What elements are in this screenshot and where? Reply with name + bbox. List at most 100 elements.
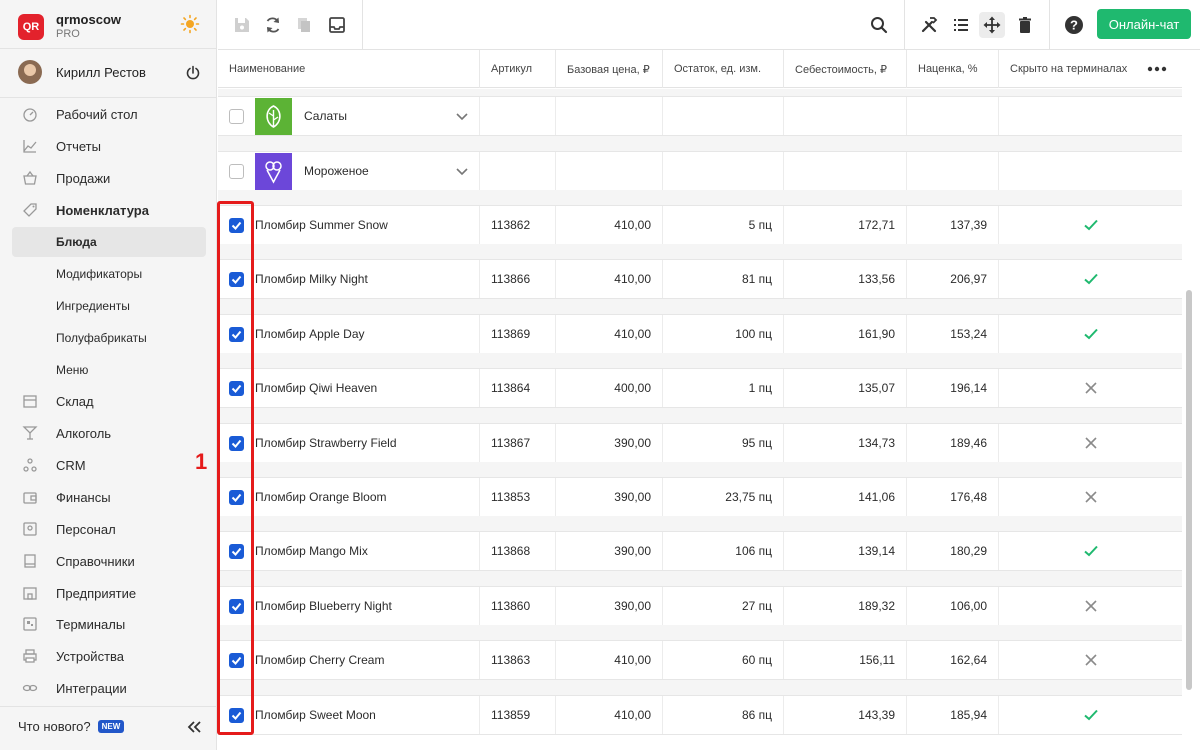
cell-price[interactable]: 410,00 [555, 206, 662, 244]
table-row[interactable]: Пломбир Sweet Moon 113859 410,00 86 пц 143,3… [218, 695, 1182, 735]
table-row[interactable]: Пломбир Strawberry Field 113867 390,00 95 п… [218, 423, 1182, 463]
cell-sku[interactable]: 113862 [479, 206, 555, 244]
collapse-sidebar-icon[interactable] [186, 719, 202, 735]
cell-price[interactable]: 390,00 [555, 478, 662, 516]
cell-price[interactable]: 410,00 [555, 260, 662, 298]
cell-sku[interactable]: 113869 [479, 315, 555, 353]
trash-icon[interactable] [1012, 12, 1038, 38]
cell-stock[interactable]: 86 пц [662, 696, 783, 734]
copy-icon[interactable] [291, 12, 317, 38]
cell-sku[interactable]: 113867 [479, 424, 555, 462]
cell-cost[interactable]: 133,56 [783, 260, 906, 298]
product-name[interactable]: Пломбир Blueberry Night [255, 599, 392, 613]
cell-markup[interactable]: 189,46 [906, 424, 998, 462]
cell-sku[interactable]: 113863 [479, 641, 555, 679]
row-checkbox[interactable] [229, 109, 244, 124]
cell-cost[interactable]: 139,14 [783, 532, 906, 570]
cell-price[interactable]: 390,00 [555, 587, 662, 625]
user-profile[interactable]: Кирилл Рестов [18, 60, 146, 84]
cell-markup[interactable]: 185,94 [906, 696, 998, 734]
product-name[interactable]: Пломбир Orange Bloom [255, 490, 387, 504]
table-row[interactable]: Пломбир Mango Mix 113868 390,00 106 пц 139,1… [218, 531, 1182, 571]
whats-new-link[interactable]: Что нового? NEW [18, 719, 125, 734]
product-name[interactable]: Пломбир Summer Snow [255, 218, 388, 232]
sidebar-item-finance[interactable]: Финансы [12, 482, 206, 512]
list-icon[interactable] [948, 12, 974, 38]
online-chat-button[interactable]: Онлайн-чат [1097, 9, 1191, 39]
cell-stock[interactable]: 60 пц [662, 641, 783, 679]
cell-markup[interactable]: 153,24 [906, 315, 998, 353]
inbox-icon[interactable] [324, 12, 350, 38]
cell-markup[interactable]: 206,97 [906, 260, 998, 298]
cell-markup[interactable]: 180,29 [906, 532, 998, 570]
cell-hidden-on-terminals[interactable] [998, 641, 1182, 679]
row-checkbox[interactable] [229, 272, 244, 287]
cell-stock[interactable]: 95 пц [662, 424, 783, 462]
table-row[interactable]: Пломбир Qiwi Heaven 113864 400,00 1 пц 135,0… [218, 368, 1182, 408]
cell-price[interactable]: 390,00 [555, 532, 662, 570]
row-checkbox[interactable] [229, 164, 244, 179]
chevron-down-icon[interactable] [455, 109, 469, 123]
tools-icon[interactable] [916, 12, 942, 38]
cell-markup[interactable]: 176,48 [906, 478, 998, 516]
save-icon[interactable] [229, 12, 255, 38]
table-row[interactable]: Пломбир Blueberry Night 113860 390,00 27 пц… [218, 586, 1182, 626]
row-checkbox[interactable] [229, 708, 244, 723]
row-checkbox[interactable] [229, 599, 244, 614]
scrollbar-thumb[interactable] [1186, 290, 1192, 690]
sidebar-item-warehouse[interactable]: Склад [12, 386, 206, 416]
row-checkbox[interactable] [229, 327, 244, 342]
row-checkbox[interactable] [229, 490, 244, 505]
row-checkbox[interactable] [229, 381, 244, 396]
table-row[interactable]: Пломбир Summer Snow 113862 410,00 5 пц 172,7… [218, 205, 1182, 245]
cell-sku[interactable]: 113853 [479, 478, 555, 516]
cell-cost[interactable]: 135,07 [783, 369, 906, 407]
sidebar-item-sales[interactable]: Продажи [12, 163, 206, 193]
column-header-cost[interactable]: Себестоимость, ₽ [783, 50, 906, 88]
cell-hidden-on-terminals[interactable] [998, 206, 1182, 244]
sidebar-item-semi-finished[interactable]: Полуфабрикаты [12, 323, 206, 353]
cell-cost[interactable]: 161,90 [783, 315, 906, 353]
cell-stock[interactable]: 5 пц [662, 206, 783, 244]
cell-cost[interactable]: 134,73 [783, 424, 906, 462]
sidebar-item-nomenclature[interactable]: Номенклатура [12, 195, 206, 225]
sun-icon[interactable] [180, 14, 200, 34]
cell-cost[interactable]: 156,11 [783, 641, 906, 679]
row-checkbox[interactable] [229, 653, 244, 668]
sidebar-item-crm[interactable]: CRM [12, 450, 206, 480]
cell-markup[interactable]: 162,64 [906, 641, 998, 679]
table-row[interactable]: Пломбир Orange Bloom 113853 390,00 23,75 пц… [218, 477, 1182, 517]
sidebar-item-dishes[interactable]: Блюда [12, 227, 206, 257]
cell-sku[interactable]: 113868 [479, 532, 555, 570]
sidebar-item-alcohol[interactable]: Алкоголь [12, 418, 206, 448]
product-name[interactable]: Пломбир Apple Day [255, 327, 365, 341]
cell-stock[interactable]: 100 пц [662, 315, 783, 353]
category-row-salads[interactable]: Салаты [218, 96, 1182, 136]
product-name[interactable]: Пломбир Mango Mix [255, 544, 368, 558]
cell-cost[interactable]: 141,06 [783, 478, 906, 516]
cell-hidden-on-terminals[interactable] [998, 315, 1182, 353]
cell-hidden-on-terminals[interactable] [998, 587, 1182, 625]
column-header-price[interactable]: Базовая цена, ₽ [555, 50, 662, 88]
cell-markup[interactable]: 196,14 [906, 369, 998, 407]
column-header-sku[interactable]: Артикул [479, 50, 555, 88]
cell-price[interactable]: 410,00 [555, 696, 662, 734]
sidebar-item-modifiers[interactable]: Модификаторы [12, 259, 206, 289]
cell-stock[interactable]: 27 пц [662, 587, 783, 625]
sidebar-item-staff[interactable]: Персонал [12, 514, 206, 544]
cell-markup[interactable]: 106,00 [906, 587, 998, 625]
product-name[interactable]: Пломбир Milky Night [255, 272, 368, 286]
cell-cost[interactable]: 189,32 [783, 587, 906, 625]
sidebar-item-reports[interactable]: Отчеты [12, 131, 206, 161]
cell-sku[interactable]: 113864 [479, 369, 555, 407]
product-name[interactable]: Пломбир Cherry Cream [255, 653, 385, 667]
table-row[interactable]: Пломбир Milky Night 113866 410,00 81 пц 133,… [218, 259, 1182, 299]
help-icon[interactable]: ? [1061, 12, 1087, 38]
cell-cost[interactable]: 172,71 [783, 206, 906, 244]
row-checkbox[interactable] [229, 544, 244, 559]
cell-hidden-on-terminals[interactable] [998, 532, 1182, 570]
search-icon[interactable] [866, 12, 892, 38]
cell-stock[interactable]: 23,75 пц [662, 478, 783, 516]
cell-price[interactable]: 410,00 [555, 641, 662, 679]
cell-hidden-on-terminals[interactable] [998, 369, 1182, 407]
